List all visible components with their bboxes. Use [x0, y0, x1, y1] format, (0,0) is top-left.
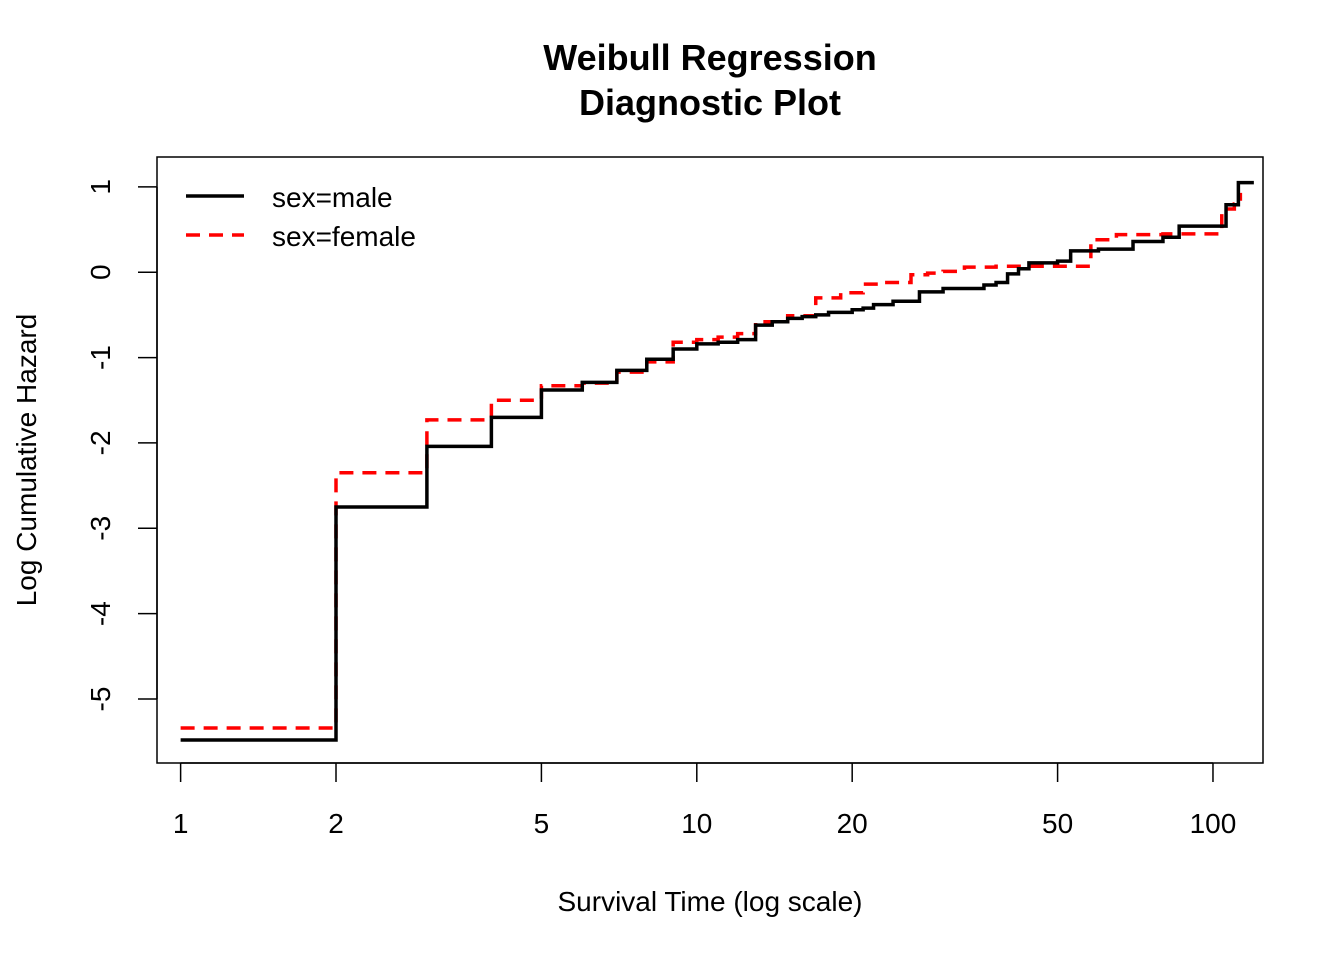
- x-tick-label: 100: [1190, 808, 1237, 839]
- x-tick-label: 10: [681, 808, 712, 839]
- chart-title-line-2: Diagnostic Plot: [579, 82, 841, 123]
- y-axis: -5 -4 -3 -2 -1 0 1: [85, 179, 158, 712]
- series-line-female: [180, 192, 1243, 730]
- y-axis-title: Log Cumulative Hazard: [11, 314, 42, 607]
- y-tick-label: -4: [85, 601, 116, 626]
- y-tick-label: 0: [85, 264, 116, 280]
- legend-label-female: sex=female: [272, 221, 416, 252]
- x-axis-title: Survival Time (log scale): [558, 886, 863, 917]
- chart-title-line-1: Weibull Regression: [543, 37, 876, 78]
- y-tick-label: -3: [85, 516, 116, 541]
- x-tick-label: 5: [534, 808, 550, 839]
- y-tick-label: -5: [85, 687, 116, 712]
- x-tick-label: 20: [837, 808, 868, 839]
- x-tick-label: 2: [328, 808, 344, 839]
- x-tick-label: 50: [1042, 808, 1073, 839]
- series-line-male: [180, 180, 1254, 742]
- legend-label-male: sex=male: [272, 182, 393, 213]
- legend: sex=male sex=female: [186, 182, 416, 252]
- x-axis: 1 2 5 10 20 50 100: [173, 762, 1237, 839]
- y-tick-label: -1: [85, 345, 116, 370]
- y-tick-label: 1: [85, 179, 116, 195]
- series-layer: [180, 180, 1254, 742]
- y-tick-label: -2: [85, 430, 116, 455]
- x-tick-label: 1: [173, 808, 189, 839]
